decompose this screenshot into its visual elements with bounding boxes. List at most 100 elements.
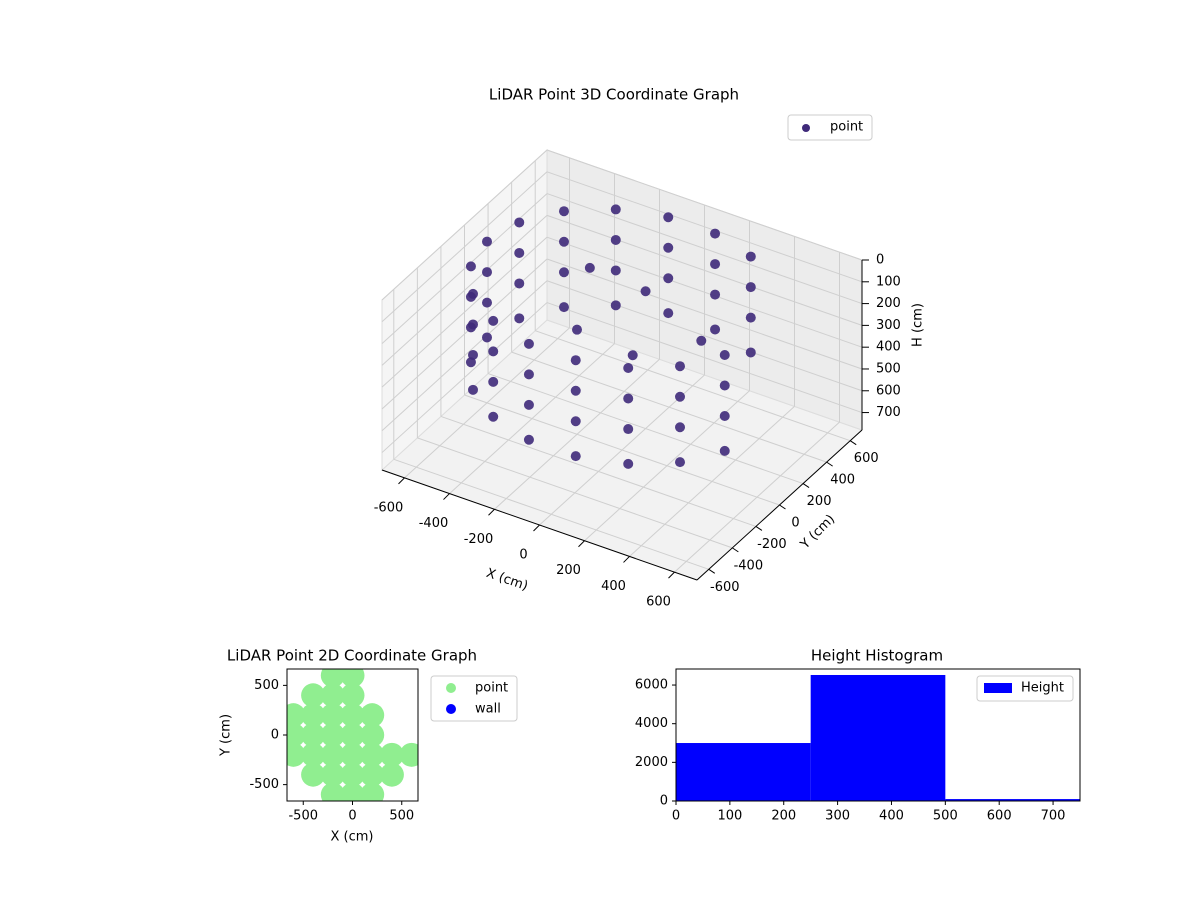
point (523, 399, 534, 410)
point (482, 297, 492, 308)
point (360, 782, 385, 801)
x-tick-label: 200 (771, 809, 796, 824)
bar (810, 674, 946, 801)
grid-line (440, 415, 757, 527)
z-axis-label: H (cm) (911, 303, 926, 347)
point (360, 762, 385, 787)
point (340, 683, 365, 708)
point (514, 217, 525, 228)
point (488, 315, 499, 326)
y-tick-label: 500 (254, 678, 279, 693)
tick-mark (802, 483, 810, 488)
grid-line (417, 437, 733, 549)
y-tick-label: 0 (271, 728, 279, 743)
y-tick-label: -400 (734, 558, 764, 573)
grid-line (487, 373, 804, 485)
point (301, 762, 326, 787)
z-tick-label: 100 (876, 274, 901, 289)
point (623, 424, 634, 435)
point (301, 742, 326, 767)
x-axis-label: X (cm) (484, 566, 530, 594)
point (320, 782, 345, 801)
point (675, 422, 686, 433)
grid-line (393, 458, 709, 570)
point (570, 416, 581, 427)
point (663, 308, 674, 319)
point (570, 451, 581, 462)
point (710, 289, 721, 300)
point (468, 349, 479, 360)
x-tick-label: 500 (389, 809, 414, 824)
point (710, 324, 721, 335)
point (468, 384, 479, 395)
grid-line (546, 280, 863, 392)
point (468, 319, 479, 330)
point (627, 350, 638, 361)
y-tick-label: 4000 (635, 716, 668, 731)
y-tick-label: 6000 (635, 678, 668, 693)
point (320, 742, 345, 767)
bar (676, 743, 811, 801)
point (379, 742, 404, 767)
point (399, 742, 418, 767)
grid-line (546, 149, 863, 261)
z-tick-label: 300 (876, 318, 901, 333)
point (488, 346, 499, 357)
z-tick-label: 600 (876, 383, 901, 398)
y-tick-label: 200 (807, 494, 832, 509)
tick-mark (732, 547, 739, 553)
x-tick-label: 0 (348, 809, 356, 824)
tick-mark (849, 440, 857, 446)
x-tick-label: 400 (601, 579, 626, 594)
point (663, 273, 674, 284)
x-tick-label: 600 (646, 595, 671, 610)
legend-marker (446, 704, 456, 714)
chart-title: Height Histogram (811, 647, 943, 665)
tick-mark (533, 524, 540, 532)
point (584, 262, 595, 273)
grid-line (381, 280, 548, 432)
point (468, 288, 479, 299)
point (320, 703, 345, 728)
legend-label: point (830, 120, 863, 135)
point (710, 228, 721, 239)
point (558, 236, 569, 247)
point (558, 267, 569, 278)
legend-label: point (475, 681, 508, 696)
y-axis-line (696, 429, 863, 581)
z-tick-label: 400 (876, 340, 901, 355)
tick-mark (488, 508, 495, 516)
legend-marker (446, 683, 456, 693)
x-tick-label: -500 (288, 809, 318, 824)
point (663, 212, 674, 223)
x-axis-label: X (cm) (331, 830, 374, 845)
y-tick-label: 400 (830, 473, 855, 488)
x-tick-label: 100 (717, 809, 742, 824)
point (719, 380, 730, 391)
point (675, 457, 686, 468)
y-tick-label: 0 (660, 794, 668, 809)
z-tick-label: 0 (876, 253, 884, 268)
point (523, 369, 534, 380)
x-tick-label: 300 (825, 809, 850, 824)
bar (945, 799, 1080, 801)
axes-frame (675, 668, 1081, 802)
point (301, 723, 326, 747)
point (340, 669, 365, 688)
point (301, 703, 326, 728)
point (301, 683, 326, 708)
grid-line (464, 394, 780, 506)
x-tick-label: -400 (419, 516, 449, 531)
grid-line (511, 351, 827, 463)
x-tick-label: 200 (556, 563, 581, 578)
point (287, 703, 306, 728)
point (514, 278, 525, 289)
point (623, 458, 634, 469)
tick-mark (443, 493, 450, 500)
grid-line (381, 302, 548, 453)
point (558, 206, 569, 217)
tick-mark (708, 568, 716, 574)
grid-line (546, 193, 863, 305)
legend-box (976, 675, 1074, 702)
